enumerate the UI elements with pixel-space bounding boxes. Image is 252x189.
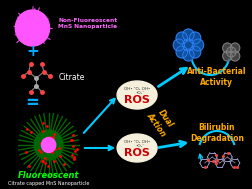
- Circle shape: [34, 130, 63, 160]
- Circle shape: [183, 49, 194, 61]
- Circle shape: [176, 32, 187, 44]
- Text: Non-Fluoreoscent
MnS Nanoparticle: Non-Fluoreoscent MnS Nanoparticle: [58, 18, 117, 29]
- Ellipse shape: [117, 81, 157, 109]
- Text: +: +: [26, 44, 39, 60]
- Circle shape: [223, 51, 232, 61]
- Circle shape: [173, 39, 185, 51]
- Text: Fluoreoscent: Fluoreoscent: [18, 170, 79, 180]
- Circle shape: [42, 138, 56, 153]
- Text: Citrate capped MnS Nanoparticle: Citrate capped MnS Nanoparticle: [8, 180, 89, 185]
- Text: ROS: ROS: [124, 148, 150, 158]
- Circle shape: [230, 51, 240, 61]
- Circle shape: [227, 47, 236, 57]
- Circle shape: [230, 43, 240, 53]
- Text: •O₂⁻: •O₂⁻: [135, 144, 145, 148]
- Text: ROS: ROS: [124, 95, 150, 105]
- Circle shape: [190, 46, 201, 58]
- Circle shape: [192, 39, 204, 51]
- Text: •O₂⁻: •O₂⁻: [135, 91, 145, 95]
- Circle shape: [190, 32, 201, 44]
- Text: =: =: [25, 94, 39, 112]
- Text: Citrate: Citrate: [58, 74, 84, 83]
- Circle shape: [15, 10, 50, 46]
- Circle shape: [183, 39, 194, 51]
- Text: OH• ¹O₂ OH•: OH• ¹O₂ OH•: [124, 87, 150, 91]
- Text: Bilirubin
Degradation: Bilirubin Degradation: [190, 123, 244, 143]
- Circle shape: [223, 43, 232, 53]
- Ellipse shape: [117, 134, 157, 162]
- Text: Anti-Bacterial
Activity: Anti-Bacterial Activity: [187, 67, 247, 87]
- Circle shape: [183, 29, 194, 41]
- Circle shape: [176, 46, 187, 58]
- Text: OH• ¹O₂ OH•: OH• ¹O₂ OH•: [124, 140, 150, 144]
- Text: Dual
Action: Dual Action: [145, 105, 177, 139]
